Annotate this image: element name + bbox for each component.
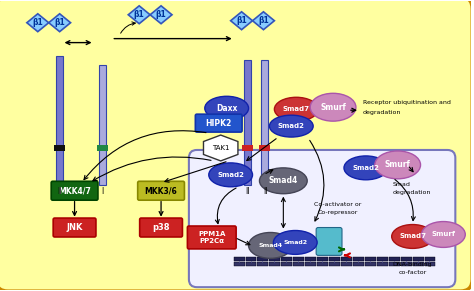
Bar	[353, 257, 364, 261]
Text: Co-activator or: Co-activator or	[314, 202, 362, 207]
Polygon shape	[253, 12, 274, 30]
Bar	[244, 61, 251, 185]
Bar	[282, 257, 292, 261]
Ellipse shape	[209, 163, 253, 187]
Bar	[55, 56, 63, 185]
Text: co-factor: co-factor	[399, 270, 427, 275]
Text: β1: β1	[155, 10, 166, 19]
Polygon shape	[27, 14, 49, 32]
Bar	[293, 262, 304, 266]
Text: II: II	[263, 187, 268, 196]
Bar	[305, 257, 316, 261]
Bar	[377, 262, 388, 266]
Ellipse shape	[273, 230, 317, 254]
Ellipse shape	[310, 93, 356, 121]
Bar	[412, 257, 424, 261]
Bar	[365, 257, 376, 261]
Text: JNK: JNK	[66, 223, 83, 232]
FancyBboxPatch shape	[189, 150, 456, 287]
FancyBboxPatch shape	[316, 228, 342, 255]
Bar	[269, 257, 280, 261]
Text: β1: β1	[258, 16, 269, 25]
Bar	[54, 145, 64, 151]
Ellipse shape	[205, 96, 248, 120]
FancyBboxPatch shape	[140, 218, 182, 237]
Text: II: II	[57, 187, 62, 196]
Bar	[293, 257, 304, 261]
Text: β1: β1	[134, 10, 145, 19]
Bar	[305, 262, 316, 266]
Ellipse shape	[392, 225, 433, 249]
Ellipse shape	[274, 97, 318, 121]
Text: Smad2: Smad2	[353, 165, 379, 171]
FancyBboxPatch shape	[195, 114, 242, 132]
Bar	[234, 257, 245, 261]
Ellipse shape	[269, 115, 313, 137]
Text: Smurf: Smurf	[431, 231, 456, 237]
Bar	[365, 262, 376, 266]
Text: DNA-binding: DNA-binding	[393, 262, 432, 267]
Text: Receptor ubiquitination and: Receptor ubiquitination and	[363, 100, 451, 105]
Bar	[269, 262, 280, 266]
Text: degradation: degradation	[392, 190, 431, 195]
Text: Smad2: Smad2	[283, 240, 307, 245]
Text: β1: β1	[55, 18, 65, 27]
Text: β1: β1	[236, 16, 247, 25]
Text: Smurf: Smurf	[320, 103, 346, 112]
Text: MKK3/6: MKK3/6	[145, 186, 177, 195]
Polygon shape	[203, 135, 238, 161]
Text: Smad2: Smad2	[278, 123, 305, 129]
Text: degradation: degradation	[363, 110, 401, 115]
Bar	[317, 257, 328, 261]
FancyBboxPatch shape	[53, 218, 96, 237]
Bar	[246, 262, 256, 266]
Ellipse shape	[259, 168, 307, 194]
Polygon shape	[49, 14, 71, 32]
Text: HIPK2: HIPK2	[206, 119, 232, 128]
Bar	[262, 61, 268, 185]
Text: Smad7: Smad7	[283, 106, 310, 112]
Text: Co-repressor: Co-repressor	[318, 210, 358, 215]
Bar	[425, 257, 436, 261]
Text: PPM1A
PP2Cα: PPM1A PP2Cα	[198, 231, 226, 244]
Text: p38: p38	[152, 223, 170, 232]
Ellipse shape	[421, 221, 465, 247]
Bar	[257, 262, 268, 266]
Bar	[341, 257, 352, 261]
Bar	[234, 262, 245, 266]
Ellipse shape	[375, 151, 420, 179]
Bar	[329, 262, 340, 266]
Bar	[425, 262, 436, 266]
Text: Smad4: Smad4	[258, 243, 283, 248]
FancyBboxPatch shape	[51, 181, 98, 200]
Bar	[377, 257, 388, 261]
Polygon shape	[231, 12, 253, 30]
Bar	[259, 145, 270, 151]
Bar	[341, 262, 352, 266]
Text: Smad4: Smad4	[269, 176, 298, 185]
Bar	[282, 262, 292, 266]
Ellipse shape	[344, 156, 388, 180]
Text: β1: β1	[32, 18, 43, 27]
Bar	[389, 262, 400, 266]
Bar	[412, 262, 424, 266]
Bar	[98, 145, 109, 151]
Text: Daxx: Daxx	[216, 104, 237, 113]
Text: MKK4/7: MKK4/7	[58, 186, 91, 195]
Bar	[317, 262, 328, 266]
Bar	[100, 65, 106, 185]
FancyBboxPatch shape	[187, 226, 236, 249]
Bar	[242, 145, 253, 151]
Text: II: II	[246, 187, 250, 196]
Bar	[257, 257, 268, 261]
Text: I: I	[101, 187, 103, 196]
Text: Smad2: Smad2	[217, 172, 244, 178]
Text: Smad7: Smad7	[399, 233, 426, 239]
Ellipse shape	[248, 233, 292, 258]
Bar	[389, 257, 400, 261]
Bar	[401, 257, 411, 261]
Bar	[246, 257, 256, 261]
Polygon shape	[128, 6, 150, 24]
Text: Smad: Smad	[392, 182, 410, 187]
